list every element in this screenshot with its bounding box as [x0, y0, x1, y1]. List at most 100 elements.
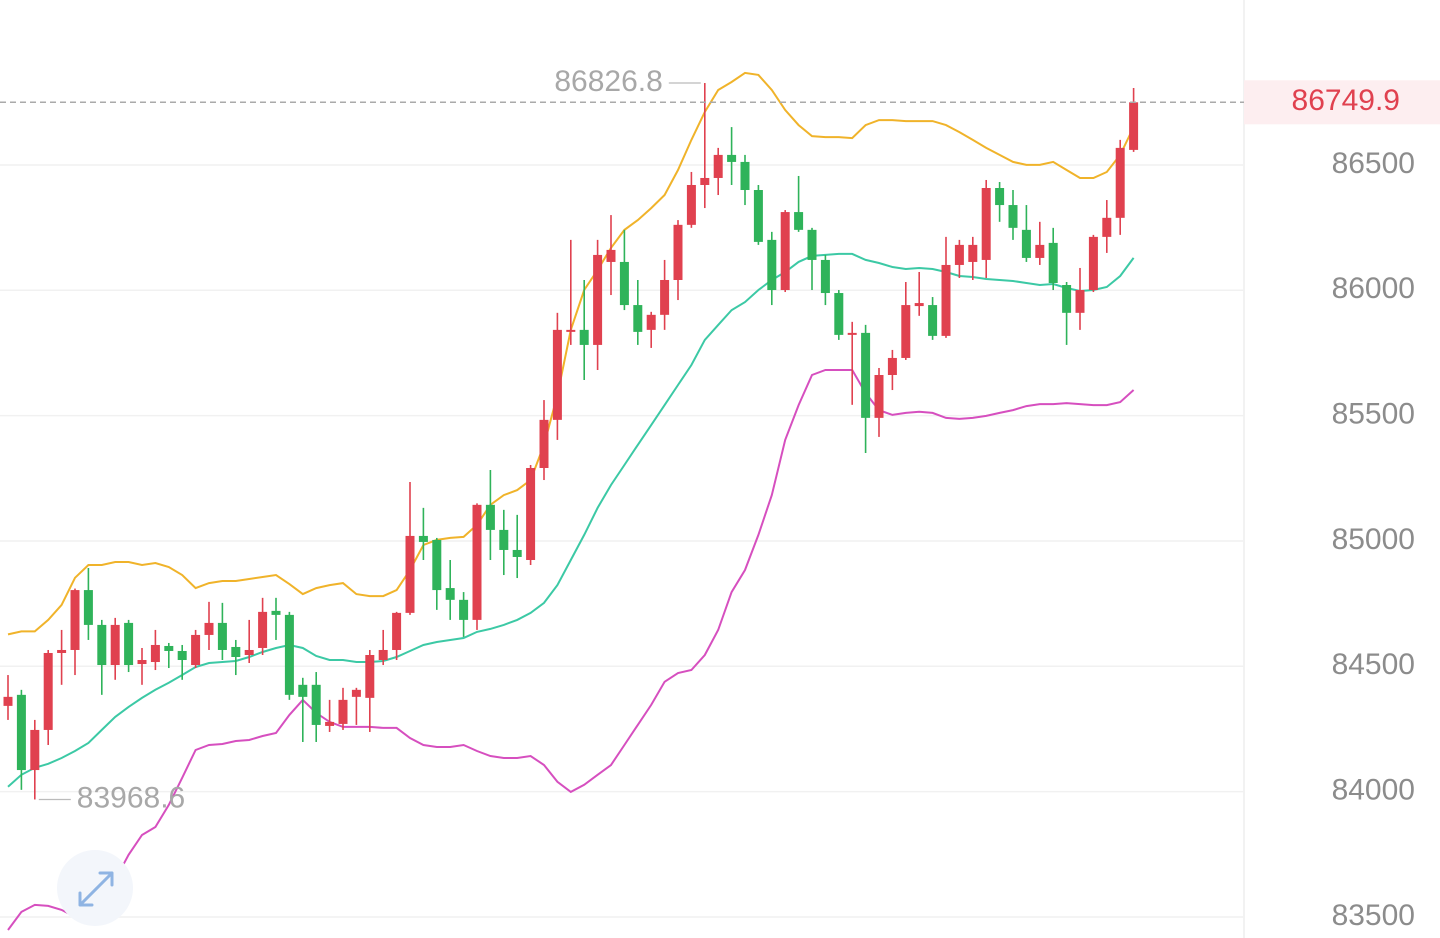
candle-body [1008, 205, 1018, 228]
candle-body [472, 504, 482, 620]
candle-body [325, 721, 335, 726]
overlay: 86826.8 83968.6 86749.9 [0, 65, 1440, 814]
candle-body [97, 624, 107, 666]
candle-body [1129, 102, 1139, 150]
candle-body [43, 652, 53, 730]
candle-body [928, 305, 938, 336]
candle-body [258, 611, 268, 648]
candles [3, 83, 1139, 800]
min-label: 83968.6 [77, 781, 185, 814]
candle-body [1115, 147, 1125, 218]
candle-body [1062, 285, 1072, 313]
candle-body [834, 293, 844, 335]
candle-body [338, 699, 348, 724]
candle-body [164, 645, 174, 651]
candle-body [365, 654, 375, 698]
candle-body [1048, 242, 1058, 284]
candle-body [673, 224, 683, 280]
candle-body [847, 332, 857, 335]
candle-body [3, 696, 13, 706]
candle-body [485, 504, 495, 530]
candle-body [740, 161, 750, 191]
candle-body [914, 303, 924, 307]
candle-body [887, 357, 897, 375]
candle-body [794, 212, 804, 230]
y-tick-label: 85000 [1332, 523, 1415, 556]
candle-body [566, 329, 576, 332]
candle-body [954, 244, 964, 265]
candle-body [686, 184, 696, 225]
candle-body [995, 188, 1005, 206]
y-tick-label: 84000 [1332, 774, 1415, 807]
candle-body [432, 539, 442, 591]
candle-body [780, 212, 790, 291]
candle-body [378, 649, 388, 661]
candle-body [901, 305, 911, 358]
candle-body [1075, 290, 1085, 313]
candle-body [606, 249, 616, 262]
candle-body [941, 264, 951, 336]
candle-body [418, 535, 428, 542]
candle-body [579, 329, 589, 345]
candle-body [861, 332, 871, 418]
grid: 83500 84000 84500 85000 85500 86000 86500 [0, 147, 1415, 932]
candle-body [57, 649, 67, 653]
candle-body [298, 684, 308, 697]
last-price-label: 86749.9 [1292, 84, 1400, 117]
candle-body [807, 229, 817, 260]
candle-body [633, 305, 643, 332]
candle-body [445, 588, 455, 600]
last-price-badge [1244, 80, 1440, 125]
candle-body [16, 694, 26, 771]
candle-body [1021, 229, 1031, 258]
candle-body [1088, 236, 1098, 291]
candle-body [204, 622, 214, 635]
candle-body [311, 684, 321, 725]
candle-body [700, 177, 710, 185]
candle-body [177, 650, 187, 661]
candle-body [539, 419, 549, 468]
y-tick-label: 85500 [1332, 398, 1415, 431]
candle-body [392, 612, 402, 650]
candle-body [271, 610, 281, 615]
candle-body [512, 549, 522, 557]
candle-body [526, 467, 536, 560]
candle-body [70, 590, 80, 650]
candle-body [713, 154, 723, 178]
candle-body [593, 254, 603, 345]
band-line [7, 369, 1135, 931]
expand-button[interactable] [57, 850, 133, 926]
y-tick-label: 86000 [1332, 272, 1415, 305]
candle-body [1102, 217, 1112, 237]
candle-body [619, 261, 629, 306]
candle-body [110, 624, 120, 666]
y-tick-label: 86500 [1332, 147, 1415, 180]
candle-body [351, 689, 361, 697]
candle-body [820, 259, 830, 294]
candle-body [660, 279, 670, 315]
candle-body [646, 314, 656, 330]
candle-body [244, 649, 254, 655]
candle-body [981, 188, 991, 260]
candle-body [968, 244, 978, 262]
candle-body [217, 622, 227, 650]
candle-body [874, 374, 884, 418]
candle-body [459, 599, 469, 620]
candle-body [284, 614, 294, 695]
candle-body [499, 529, 509, 550]
candle-body [30, 729, 40, 771]
candle-body [1035, 244, 1045, 258]
candle-body [191, 634, 201, 666]
candle-body [124, 622, 134, 666]
candle-body [727, 154, 737, 162]
candle-body [767, 239, 777, 291]
y-tick-label: 83500 [1332, 899, 1415, 932]
candle-body [753, 190, 763, 242]
y-tick-label: 84500 [1332, 648, 1415, 681]
candle-body [137, 660, 147, 665]
max-label: 86826.8 [554, 65, 662, 98]
candle-body [150, 644, 160, 663]
